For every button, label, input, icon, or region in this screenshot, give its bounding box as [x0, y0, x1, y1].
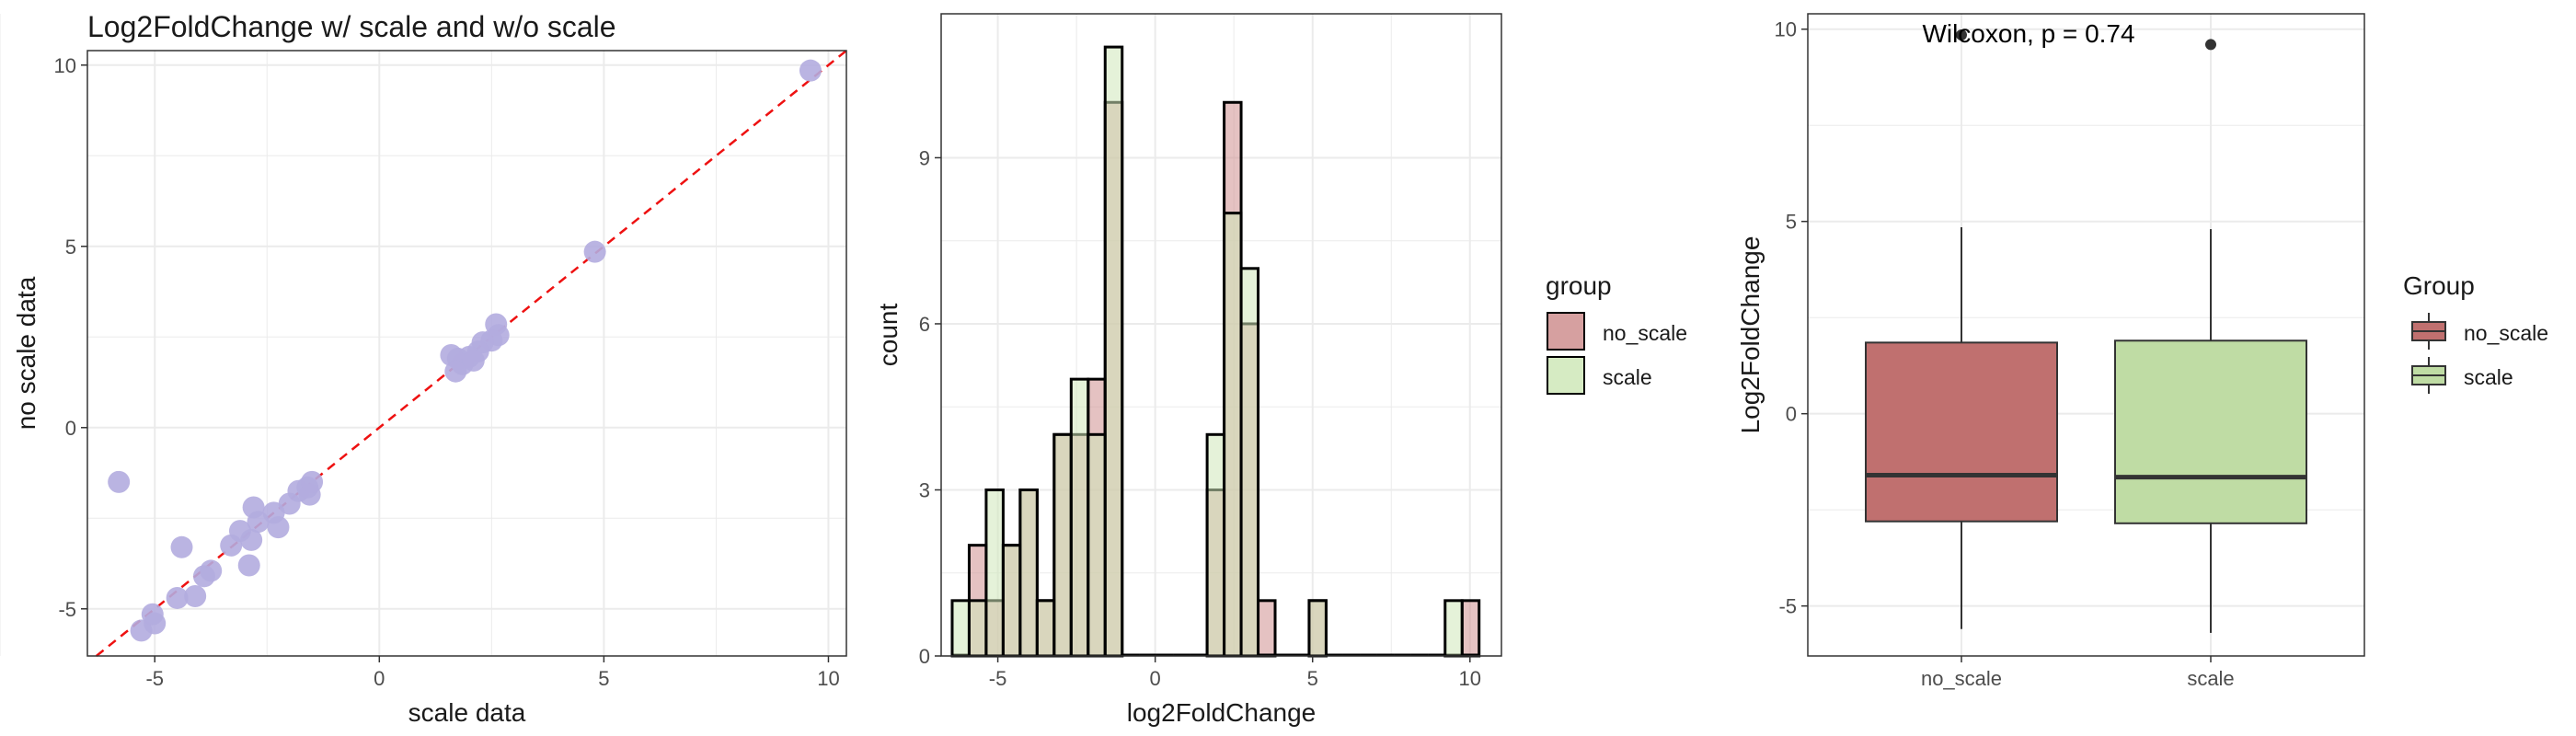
hist-bar-scale-29: [1443, 599, 1464, 658]
hist-bar-scale-0: [950, 599, 971, 658]
p2-ytick-label-3: 3: [919, 478, 930, 501]
legend-swatch-no-scale: [1547, 312, 1585, 351]
boxplot-y-axis-label: Log2FoldChange: [1736, 236, 1765, 434]
hist-bar-scale-8: [1087, 432, 1107, 658]
boxplot-gridlines: [0, 14, 2364, 656]
histogram-legend: group no_scale scale: [1546, 271, 1687, 395]
legend-label-scale: scale: [1603, 365, 1652, 389]
p1-xtick-label-10: 10: [817, 667, 839, 690]
hist-bar-scale-17: [1239, 267, 1260, 658]
identity-reference-line: [95, 50, 847, 657]
p2-xtick-label-5: 5: [1307, 667, 1318, 690]
p2-xtick-label-10: 10: [1459, 667, 1481, 690]
histogram-panel: -5 0 5 10 0 3 6 9 log2FoldChange count group no…: [874, 13, 1687, 727]
scatter-point-34: [108, 470, 131, 493]
p1-ytick-label-10: 10: [54, 54, 76, 77]
boxplot-legend-title: Group: [2403, 271, 2475, 300]
p2-ytick-label-6: 6: [919, 313, 930, 336]
p3-ytick-label-0: 0: [1786, 403, 1797, 426]
scatter-point-19: [200, 559, 223, 582]
scatter-point-1: [583, 240, 606, 263]
p2-ytick-label-9: 9: [919, 146, 930, 169]
scatter-point-11: [444, 360, 467, 383]
box-outlier-scale-0: [2205, 39, 2216, 51]
p3-ytick-label-5: 5: [1786, 211, 1797, 234]
hist-bar-scale-15: [1205, 432, 1226, 658]
scatter-x-axis-label: scale data: [408, 698, 526, 727]
p3-xtick-label-0: no_scale: [1921, 667, 2002, 690]
scatter-axes: -5 0 5 10 -5 0 5 10: [54, 54, 840, 690]
histogram-panel-border: [940, 13, 1502, 657]
hist-bar-scale-7: [1069, 377, 1090, 658]
hist-bar-scale-1: [967, 599, 988, 658]
scatter-point-24: [237, 554, 260, 577]
scatter-point-17: [184, 584, 207, 607]
hist-bar-scale-5: [1035, 599, 1056, 658]
hist-bar-scale-2: [984, 488, 1005, 658]
hist-bar-scale-3: [1001, 544, 1022, 658]
scatter-point-16: [166, 586, 189, 609]
boxplot-axes: no_scale scale -5 0 5 10: [1775, 18, 2235, 690]
scatter-panel: Log2FoldChange w/ scale and w/o scale -5…: [12, 10, 847, 727]
boxplot-legend: Group no_scale scale: [2403, 271, 2548, 394]
p2-xtick-label-0: 0: [1150, 667, 1161, 690]
p1-xtick-label-neg5: -5: [145, 667, 164, 690]
wilcoxon-annotation: Wilcoxon, p = 0.74: [1922, 19, 2134, 48]
p1-ytick-label-0: 0: [65, 417, 76, 440]
scatter-point-26: [242, 496, 265, 519]
scatter-title: Log2FoldChange w/ scale and w/o scale: [87, 10, 616, 43]
p1-xtick-label-0: 0: [374, 667, 385, 690]
scatter-point-15: [141, 603, 164, 626]
scatter-reference-line-group: [95, 50, 847, 657]
histogram-axes: -5 0 5 10 0 3 6 9: [919, 146, 1481, 690]
scatter-point-0: [799, 59, 822, 82]
histogram-x-axis-label: log2FoldChange: [1127, 698, 1317, 727]
hist-bar-no-scale-30: [1460, 599, 1481, 658]
boxplot-boxes: [1865, 29, 2307, 633]
p2-xtick-label-neg5: -5: [989, 667, 1007, 690]
scatter-panel-border: [86, 50, 847, 657]
scatter-point-23: [240, 528, 263, 551]
box-no-scale: [1865, 341, 2058, 523]
scatter-gridlines: [87, 51, 846, 656]
boxplot-legend-label-scale: scale: [2464, 365, 2513, 389]
scatter-point-12: [462, 349, 485, 372]
scatter-point-20: [170, 535, 193, 558]
scatter-points: [108, 59, 822, 642]
histogram-legend-title: group: [1546, 271, 1612, 300]
legend-swatch-scale: [1547, 356, 1585, 395]
hist-bar-scale-21: [1307, 599, 1328, 658]
hist-bar-scale-6: [1052, 432, 1073, 658]
histogram-y-axis-label: count: [874, 304, 903, 367]
scatter-y-axis-label: no scale data: [12, 276, 40, 430]
boxplot-legend-label-no-scale: no_scale: [2464, 321, 2548, 345]
p1-ytick-label-neg5: -5: [58, 598, 76, 621]
histogram-bars: [950, 45, 1481, 658]
hist-bar-no-scale-18: [1257, 599, 1277, 658]
p2-ytick-label-0: 0: [919, 645, 930, 668]
legend-label-no-scale: no_scale: [1603, 321, 1687, 345]
hist-bar-scale-4: [1018, 488, 1039, 658]
box-scale: [2114, 339, 2307, 524]
p3-xtick-label-1: scale: [2187, 667, 2234, 690]
scatter-point-33: [301, 470, 324, 493]
p3-ytick-label-10: 10: [1775, 18, 1797, 41]
scatter-point-28: [267, 516, 290, 539]
p3-ytick-label-neg5: -5: [1778, 595, 1797, 618]
p1-xtick-label-5: 5: [598, 667, 609, 690]
hist-bar-scale-9: [1103, 45, 1124, 658]
boxplot-panel-border: [1807, 13, 2365, 657]
p1-ytick-label-5: 5: [65, 236, 76, 259]
hist-bar-scale-16: [1223, 212, 1243, 658]
box-outlier-no-scale-0: [1956, 29, 1967, 40]
